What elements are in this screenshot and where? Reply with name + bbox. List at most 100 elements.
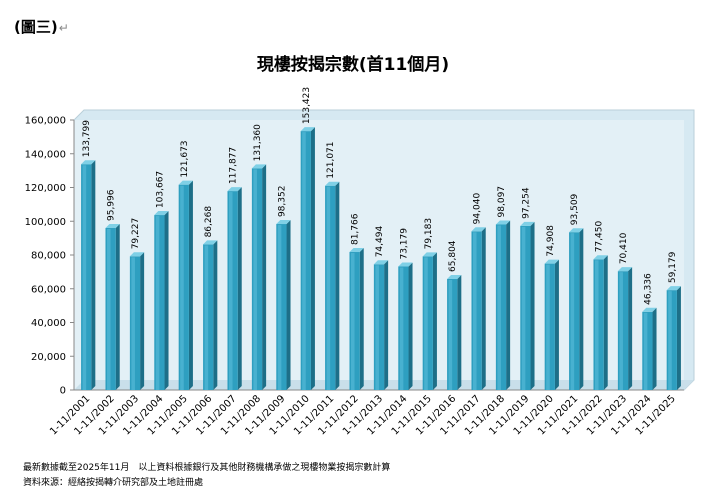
bar-side [91,160,96,390]
bar [349,248,364,390]
bar-highlight [228,192,233,390]
bar [81,160,96,390]
bar-side [384,260,389,390]
bar-highlight [643,312,648,390]
bar [276,220,291,390]
bar-side [335,181,340,390]
bar [471,227,486,390]
bar-value-label: 79,183 [424,218,434,250]
bar-side [286,220,291,390]
bar-highlight [570,233,575,390]
bar [447,274,462,390]
bar-top [495,220,511,225]
bar-front [422,256,433,390]
bar-side [310,127,315,390]
bar [178,180,193,390]
bar-highlight [204,245,209,390]
bar [325,181,340,390]
bar-top [398,262,413,267]
bar-side [359,248,364,390]
bar-side [506,220,511,390]
bar [422,252,437,390]
bar-highlight [155,216,160,390]
bar-side [652,307,657,390]
bar-front [642,311,653,390]
bar-front [227,191,238,390]
bar-top [349,248,364,253]
bar-highlight [302,132,306,390]
figure-label-text: (圖三) [14,18,58,36]
bar [495,220,511,390]
bar-side [188,180,193,390]
y-tick-label: 20,000 [31,352,66,363]
bar-front [300,131,311,390]
bar-highlight [277,225,282,390]
bar-value-label: 153,423 [302,87,312,124]
bar [666,286,681,390]
bar-top [642,307,657,312]
y-tick-label: 60,000 [31,284,66,295]
chart-title: 現樓按揭宗數(首11個月) [256,55,450,75]
bar [300,127,315,390]
bar-highlight [497,225,501,390]
bar-highlight [326,186,331,390]
y-tick-label: 40,000 [31,318,66,329]
y-tick-label: 80,000 [31,251,66,262]
bar-top [81,160,96,165]
bar-highlight [521,226,526,390]
bar-top [373,260,389,265]
bar-highlight [448,279,453,390]
bar-side [237,187,242,390]
bar-value-label: 70,410 [619,232,629,264]
bar-top [325,181,340,186]
bar-side [530,221,535,390]
bar-highlight [424,257,428,390]
bar-top [544,259,559,264]
bar-front [471,231,482,390]
bar-side [213,240,218,390]
bar-highlight [472,232,477,390]
bar-value-label: 46,336 [643,273,653,305]
bar-side [628,267,633,390]
bar-front [81,164,92,390]
bar [520,221,535,390]
bar-front [447,278,458,390]
bar-front [398,266,409,390]
bar-side [262,164,267,390]
bar-highlight [668,291,672,390]
bar-value-label: 74,494 [375,226,385,258]
bar-highlight [253,169,257,390]
footnote-source: 資料來源：經絡按揭轉介研究部及土地註冊處 [23,478,204,488]
bar-value-label: 121,673 [180,140,190,177]
bar-highlight [619,272,623,390]
bar-top [520,221,535,226]
bar-value-label: 93,509 [570,193,580,225]
bar-front [251,168,263,390]
bar-front [495,224,507,390]
bar-top [593,255,608,260]
bar-value-label: 121,071 [326,141,336,178]
y-tick-label: 140,000 [25,149,66,160]
bar [642,307,657,390]
bar [398,262,413,390]
bar-highlight [82,165,87,390]
bar-top [617,267,633,272]
bar-front [105,228,116,390]
bar [251,164,267,390]
bar-side [603,255,608,390]
bar-value-label: 73,179 [399,228,409,260]
bar-front [544,263,555,390]
bar-front [129,256,141,390]
bar-top [178,180,193,185]
bar-value-label: 79,227 [131,218,141,250]
bar-top [227,187,242,192]
bar-side [554,259,559,390]
bar-highlight [131,257,135,390]
bar [105,224,120,390]
bar-value-label: 117,877 [229,147,239,184]
bar-value-label: 94,040 [473,193,483,225]
return-mark-icon: ↵ [58,21,69,35]
bar-side [457,274,462,390]
bar-value-label: 95,996 [107,189,117,221]
